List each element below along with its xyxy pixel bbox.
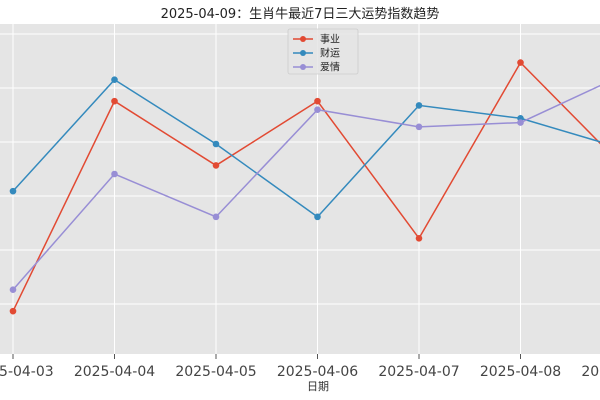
x-tick-label: 2025-04-09 bbox=[581, 364, 600, 380]
grid bbox=[0, 24, 600, 354]
data-point bbox=[9, 307, 17, 315]
data-point bbox=[415, 123, 423, 131]
data-point bbox=[9, 187, 17, 195]
data-point bbox=[517, 119, 524, 126]
legend-marker bbox=[300, 64, 306, 70]
x-tick-label: 2025-04-07 bbox=[378, 364, 459, 380]
data-point bbox=[111, 97, 118, 105]
data-point bbox=[415, 102, 423, 109]
data-point bbox=[212, 213, 220, 221]
x-tick-label: 2025-04-04 bbox=[74, 364, 155, 380]
plot-background bbox=[0, 24, 600, 354]
x-axis-label: 日期 bbox=[307, 380, 329, 393]
x-tick-label: 2025-04-06 bbox=[277, 364, 358, 380]
legend-marker bbox=[300, 36, 306, 42]
x-tick-labels: 2025-04-03 2025-04-04 2025-04-05 2025-04-06… bbox=[0, 354, 600, 380]
x-tick-label: 2025-04-08 bbox=[480, 364, 561, 380]
data-point bbox=[415, 234, 423, 242]
legend-marker bbox=[300, 50, 306, 56]
data-point bbox=[9, 286, 17, 294]
x-tick-label: 2025-04-05 bbox=[175, 364, 256, 380]
data-point bbox=[212, 162, 220, 169]
legend-label: 爱情 bbox=[320, 61, 340, 74]
chart-title: 2025-04-09：生肖牛最近7日三大运势指数趋势 bbox=[161, 6, 440, 22]
series-lines bbox=[9, 59, 600, 315]
x-tick-label: 2025-04-03 bbox=[0, 364, 54, 380]
data-point bbox=[517, 59, 524, 66]
legend-label: 事业 bbox=[320, 33, 340, 46]
legend-label: 财运 bbox=[320, 47, 340, 60]
data-point bbox=[314, 97, 321, 105]
data-point bbox=[314, 106, 321, 114]
data-point bbox=[111, 76, 118, 84]
data-point bbox=[111, 170, 118, 178]
data-point bbox=[314, 213, 321, 221]
data-point bbox=[212, 140, 220, 148]
